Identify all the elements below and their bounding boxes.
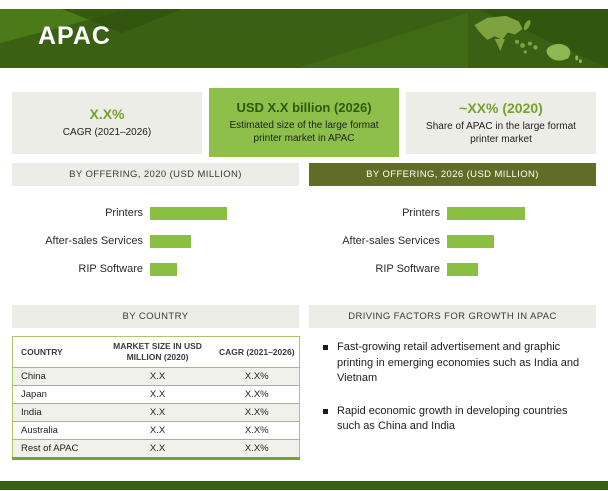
table-cell: X.X%	[244, 389, 269, 401]
driving-factor-item: Rapid economic growth in developing coun…	[309, 404, 596, 435]
table-cell: X.X	[149, 371, 166, 383]
apac-share-desc: Share of APAC in the large format printe…	[426, 120, 576, 145]
bar-rip-software-2026	[447, 262, 478, 276]
table-cell: Japan	[21, 389, 47, 401]
bar-after-sales-2026	[447, 234, 494, 248]
section-header-driving-factors: DRIVING FACTORS FOR GROWTH IN APAC	[309, 305, 596, 328]
bar-row-after-sales-2026: After-sales Services	[309, 227, 596, 255]
stat-market-size-card: USD X.X billion (2026) Estimated size of…	[209, 88, 399, 157]
table-header-country: COUNTRY	[21, 346, 63, 357]
table-cell: X.X	[149, 425, 166, 437]
offering-headers-row: BY OFFERING, 2020 (USD MILLION) BY OFFER…	[12, 163, 596, 186]
bar-row-printers-2026: Printers	[309, 199, 596, 227]
table-row-china: China X.X X.X%	[12, 367, 300, 386]
bar-label-printers: Printers	[402, 207, 440, 219]
bar-row-printers-2020: Printers	[12, 199, 299, 227]
footer-accent-bar	[0, 481, 608, 490]
table-cell: China	[21, 371, 46, 383]
bar-after-sales-2020	[150, 234, 191, 248]
cagr-desc: CAGR (2021–2026)	[62, 127, 152, 138]
header-banner: APAC	[0, 9, 608, 68]
apac-share-value: ~XX% (2020)	[459, 99, 543, 116]
table-cell: X.X	[149, 443, 166, 455]
stat-cagr-card: X.X% CAGR (2021–2026)	[12, 91, 202, 154]
country-table: COUNTRY MARKET SIZE IN USD MILLION (2020…	[12, 336, 300, 461]
bar-row-rip-software-2026: RIP Software	[309, 255, 596, 283]
cagr-value: X.X%	[89, 106, 125, 122]
table-cell: X.X%	[244, 443, 269, 455]
driving-factor-item: Fast-growing retail advertisement and gr…	[309, 340, 596, 387]
banner-facet-decor	[298, 13, 468, 68]
bar-label-printers: Printers	[105, 207, 143, 219]
table-cell: X.X%	[244, 407, 269, 419]
table-row-australia: Australia X.X X.X%	[12, 422, 300, 440]
market-size-value: USD X.X billion (2026)	[236, 100, 372, 115]
page-title: APAC	[38, 22, 111, 50]
table-cell: X.X	[149, 389, 166, 401]
section-header-by-offering-2026: BY OFFERING, 2026 (USD MILLION)	[309, 163, 596, 186]
table-cell: X.X	[149, 407, 166, 419]
bar-printers-2026	[447, 206, 525, 220]
bar-label-rip-software: RIP Software	[78, 263, 143, 275]
section-header-by-country: BY COUNTRY	[12, 305, 299, 328]
bullet-square-icon	[323, 345, 328, 350]
bar-row-rip-software-2020: RIP Software	[12, 255, 299, 283]
chart-by-offering-2020: Printers After-sales Services RIP Softwa…	[12, 197, 299, 283]
lower-headers-row: BY COUNTRY DRIVING FACTORS FOR GROWTH IN…	[12, 305, 596, 328]
table-header-cagr: CAGR (2021–2026)	[218, 346, 295, 357]
table-row-japan: Japan X.X X.X%	[12, 386, 300, 404]
bar-printers-2020	[150, 206, 227, 220]
bar-charts-row: Printers After-sales Services RIP Softwa…	[12, 197, 596, 283]
bar-rip-software-2020	[150, 262, 177, 276]
market-size-desc: Estimated size of the large format print…	[229, 120, 379, 144]
apac-map-illustration	[474, 15, 582, 64]
table-row-rest-of-apac: Rest of APAC X.X X.X%	[12, 439, 300, 459]
table-cell: India	[21, 407, 42, 419]
table-row-india: India X.X X.X%	[12, 403, 300, 422]
stat-apac-share-card: ~XX% (2020) Share of APAC in the large f…	[406, 91, 596, 154]
bar-label-after-sales: After-sales Services	[342, 235, 440, 247]
table-cell: Rest of APAC	[21, 443, 79, 455]
driving-factor-text: Rapid economic growth in developing coun…	[337, 404, 568, 433]
table-cell: Australia	[21, 425, 58, 437]
bar-label-after-sales: After-sales Services	[45, 235, 143, 247]
chart-by-offering-2026: Printers After-sales Services RIP Softwa…	[309, 197, 596, 283]
table-header-market-size: MARKET SIZE IN USD MILLION (2020)	[113, 341, 202, 363]
bar-label-rip-software: RIP Software	[375, 263, 440, 275]
stat-cards-row: X.X% CAGR (2021–2026) USD X.X billion (2…	[12, 88, 596, 157]
driving-factors-panel: Fast-growing retail advertisement and gr…	[309, 340, 596, 452]
bar-row-after-sales-2020: After-sales Services	[12, 227, 299, 255]
bullet-square-icon	[323, 408, 328, 414]
driving-factor-text: Fast-growing retail advertisement and gr…	[337, 341, 580, 385]
section-header-by-offering-2020: BY OFFERING, 2020 (USD MILLION)	[12, 163, 299, 186]
table-cell: X.X%	[244, 425, 269, 437]
table-cell: X.X%	[244, 371, 269, 383]
table-header-row: COUNTRY MARKET SIZE IN USD MILLION (2020…	[12, 337, 300, 368]
